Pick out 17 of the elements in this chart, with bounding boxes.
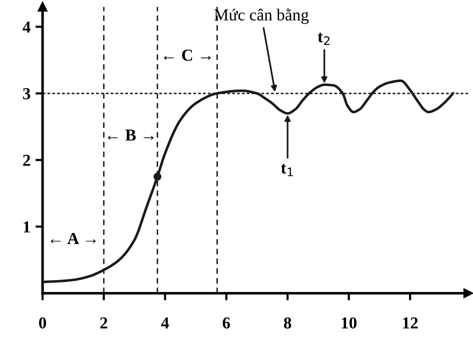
- annotation: ← B →: [108, 130, 154, 141]
- y-tick-label: 4: [22, 22, 30, 33]
- x-tick-label: 10: [342, 317, 357, 329]
- annotation: ← A →: [50, 232, 96, 244]
- y-tick-label: 1: [24, 221, 30, 232]
- x-tick-label: 4: [161, 317, 169, 328]
- annotation: ← C →: [164, 50, 211, 61]
- x-tick-label: 8: [284, 317, 292, 329]
- annotation: t$_{1}$: [281, 164, 293, 176]
- x-tick-label: 0: [39, 317, 46, 329]
- x-tick-label: 6: [222, 317, 230, 329]
- y-tick-label: 2: [23, 154, 30, 166]
- x-tick-label: 2: [100, 317, 108, 328]
- x-tick-label: 12: [403, 317, 418, 328]
- y-tick-label: 3: [23, 88, 30, 100]
- annotation: t$_{2}$: [318, 32, 330, 45]
- annotation: Mức cân bằng: [214, 8, 309, 24]
